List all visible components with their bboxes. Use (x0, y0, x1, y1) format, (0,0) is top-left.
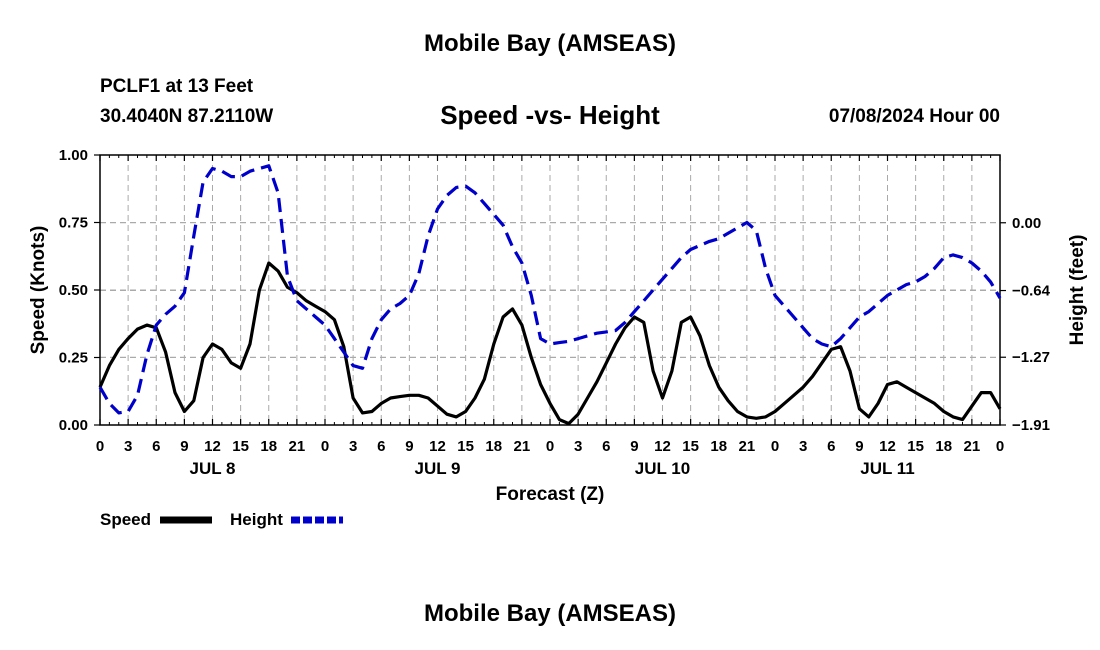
x-tick-label: 18 (935, 438, 952, 455)
speed-series-line (98, 261, 1002, 426)
x-tick-label: 12 (429, 438, 446, 455)
x-tick-label: 12 (654, 438, 671, 455)
bottom-title: Mobile Bay (AMSEAS) (423, 600, 677, 627)
x-tick-label: 0 (546, 438, 554, 455)
x-tick-label: 3 (799, 438, 807, 455)
y2-axis-label: Height (feet) (1067, 235, 1088, 346)
x-tick-label: 21 (289, 438, 306, 455)
x-tick-label: 9 (180, 438, 188, 455)
day-label: JUL 9 (415, 459, 461, 478)
x-tick-label: 3 (124, 438, 132, 455)
x-tick-label: 0 (996, 438, 1004, 455)
height-series-line (98, 164, 1002, 415)
legend-speed-label: Speed (100, 510, 151, 529)
x-tick-label: 15 (907, 438, 924, 455)
forecast-date: 07/08/2024 Hour 00 (828, 106, 1000, 127)
x-axis-label: Forecast (Z) (496, 484, 605, 505)
y-tick-label: 0.75 (59, 215, 88, 232)
x-tick-label: 3 (349, 438, 357, 455)
main-title: Mobile Bay (AMSEAS) (423, 30, 677, 57)
x-tick-label: 3 (574, 438, 582, 455)
y2-tick-label: 0.00 (1012, 215, 1041, 232)
coordinates-label: 30.4040N 87.2110W (100, 106, 274, 127)
x-tick-label: 0 (321, 438, 329, 455)
y2-tick-label: −1.27 (1012, 349, 1050, 366)
x-tick-label: 21 (514, 438, 531, 455)
chart-subtitle: Speed -vs- Height (440, 100, 660, 130)
x-tick-label: 12 (204, 438, 221, 455)
x-tick-label: 0 (771, 438, 779, 455)
x-tick-label: 18 (710, 438, 727, 455)
x-tick-label: 0 (96, 438, 104, 455)
x-tick-label: 9 (405, 438, 413, 455)
x-tick-label: 12 (879, 438, 896, 455)
day-label: JUL 11 (860, 459, 915, 478)
y-tick-label: 0.00 (59, 417, 88, 434)
x-tick-label: 6 (152, 438, 160, 455)
x-tick-label: 9 (630, 438, 638, 455)
x-tick-label: 6 (377, 438, 385, 455)
y-tick-label: 0.50 (59, 282, 88, 299)
y-tick-label: 0.25 (59, 350, 88, 367)
x-tick-label: 15 (682, 438, 699, 455)
data-series (98, 164, 1002, 426)
day-label: JUL 8 (190, 459, 236, 478)
y2-tick-label: −1.91 (1012, 417, 1050, 434)
axis-tick-labels: 0 3 6 9 12 15 18 21 0 3 6 9 12 15 18 21 0 3 6 9 12 15 18 21 0 3 6 9… (59, 147, 1051, 478)
day-label: JUL 10 (635, 459, 690, 478)
x-tick-label: 6 (602, 438, 610, 455)
x-tick-label: 15 (232, 438, 249, 455)
x-tick-label: 15 (457, 438, 474, 455)
x-tick-label: 21 (964, 438, 981, 455)
x-tick-label: 9 (855, 438, 863, 455)
y-tick-label: 1.00 (59, 147, 88, 164)
x-tick-label: 18 (260, 438, 277, 455)
x-tick-label: 18 (485, 438, 502, 455)
y-axis-label: Speed (Knots) (28, 226, 49, 355)
legend: Speed Height (100, 510, 343, 529)
legend-height-label: Height (230, 510, 283, 529)
x-tick-label: 6 (827, 438, 835, 455)
grid-lines (100, 155, 1000, 425)
y2-tick-label: −0.64 (1012, 283, 1051, 300)
x-tick-label: 21 (739, 438, 756, 455)
axis-ticks (94, 154, 1006, 426)
speed-height-chart: 0 3 6 9 12 15 18 21 0 3 6 9 12 15 18 21 0 3 6 9 12 15 18 21 0 3 6 9… (28, 147, 1088, 529)
station-label: PCLF1 at 13 Feet (100, 76, 254, 97)
